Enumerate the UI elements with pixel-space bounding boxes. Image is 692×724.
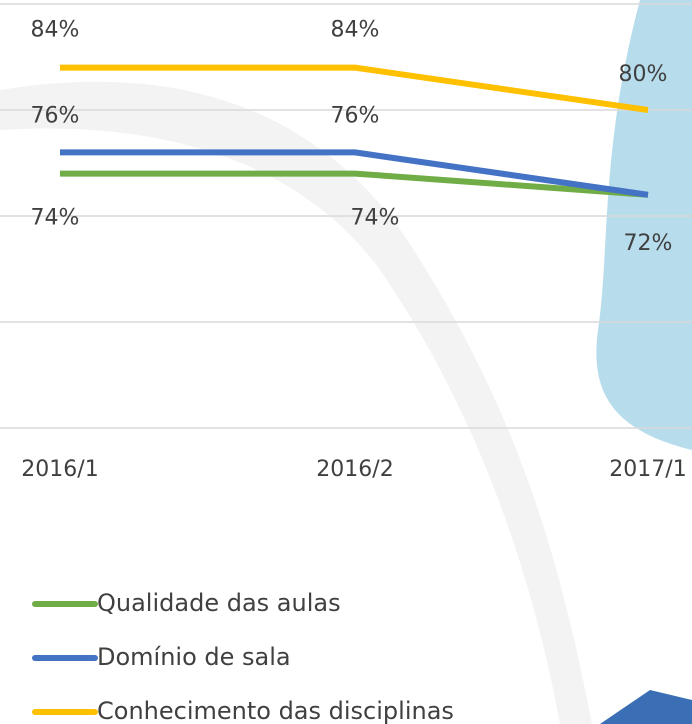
x-tick-label: 2016/1 (21, 457, 98, 482)
data-label: 74% (351, 206, 400, 231)
background-shape (596, 0, 692, 450)
data-label: 80% (619, 62, 668, 87)
background-swoosh (0, 81, 592, 724)
series-line (60, 170, 649, 198)
legend-label: Qualidade das aulas (97, 589, 341, 617)
legend-label: Conhecimento das disciplinas (97, 697, 454, 724)
data-label: 76% (331, 103, 380, 128)
x-tick-label: 2016/2 (316, 457, 393, 482)
data-label: 74% (31, 206, 80, 231)
corner-logo (600, 690, 692, 724)
data-label: 72% (624, 231, 673, 256)
x-tick-label: 2017/1 (609, 457, 686, 482)
data-label: 84% (31, 18, 80, 43)
data-label: 84% (331, 18, 380, 43)
series-line (60, 64, 649, 113)
series-line (60, 149, 649, 198)
legend-label: Domínio de sala (97, 643, 291, 671)
data-label: 76% (31, 103, 80, 128)
